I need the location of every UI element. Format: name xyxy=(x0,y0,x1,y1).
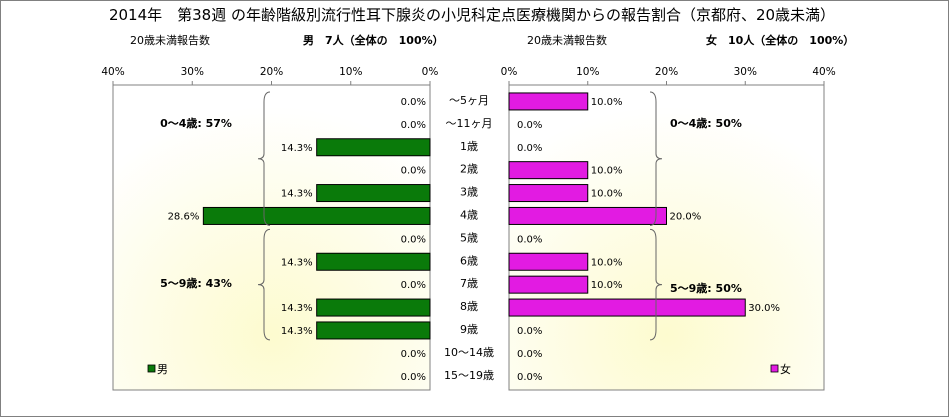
male-age-group-bracket xyxy=(257,228,271,341)
male-data-label: 14.3% xyxy=(281,257,313,268)
female-data-label: 10.0% xyxy=(591,97,623,108)
male-legend-swatch xyxy=(147,364,156,373)
female-data-label: 10.0% xyxy=(591,280,623,291)
male-x-tick-label: 40% xyxy=(101,66,124,78)
male-data-label: 14.3% xyxy=(281,189,313,200)
age-category-label: 2歳 xyxy=(460,163,478,176)
male-data-label: 0.0% xyxy=(401,349,426,360)
male-age-group-label: 5～9歳: 43% xyxy=(160,276,232,290)
chart-title: 2014年 第38週 の年齢階級別流行性耳下腺炎の小児科定点医療機関からの報告割… xyxy=(109,6,835,24)
female-bar xyxy=(508,184,589,203)
age-category-label: 15～19歳 xyxy=(444,369,494,382)
male-bar xyxy=(316,298,431,317)
male-age-group-bracket xyxy=(257,91,271,226)
female-x-tick-label: 40% xyxy=(812,66,835,78)
female-data-label: 10.0% xyxy=(591,189,623,200)
male-bar xyxy=(316,184,431,203)
female-age-group-label: 0～4歳: 50% xyxy=(670,116,742,130)
male-data-label: 0.0% xyxy=(401,372,426,383)
age-category-label: ～5ヶ月 xyxy=(449,94,489,107)
male-bar xyxy=(202,206,431,225)
male-x-tick-label: 30% xyxy=(181,66,204,78)
female-data-label: 0.0% xyxy=(517,234,542,245)
female-data-label: 10.0% xyxy=(591,166,623,177)
female-data-label: 10.0% xyxy=(591,257,623,268)
female-age-group-bracket xyxy=(649,228,663,341)
male-x-tick-label: 0% xyxy=(422,66,439,78)
age-category-label: ～11ヶ月 xyxy=(446,117,493,130)
female-header-count-label: 20歳未満報告数 xyxy=(527,34,607,47)
male-data-label: 0.0% xyxy=(401,120,426,131)
male-data-label: 28.6% xyxy=(168,212,200,223)
male-data-label: 14.3% xyxy=(281,326,313,337)
female-bar xyxy=(508,92,589,111)
female-data-label: 0.0% xyxy=(517,143,542,154)
age-category-label: 7歳 xyxy=(460,277,478,290)
male-data-label: 0.0% xyxy=(401,97,426,108)
male-data-label: 14.3% xyxy=(281,143,313,154)
female-data-label: 30.0% xyxy=(748,303,780,314)
male-age-group-label: 0～4歳: 57% xyxy=(160,116,232,130)
male-header-count-label: 20歳未満報告数 xyxy=(130,34,210,47)
male-bar xyxy=(316,252,431,271)
female-data-label: 20.0% xyxy=(670,212,702,223)
female-plot-area xyxy=(508,84,825,391)
age-category-label: 5歳 xyxy=(460,231,478,244)
age-category-label: 3歳 xyxy=(460,186,478,199)
female-legend-label: 女 xyxy=(780,362,791,376)
age-category-label: 10～14歳 xyxy=(444,346,494,359)
female-header-total: 女 10人（全体の 100%） xyxy=(706,33,854,47)
female-x-tick-label: 20% xyxy=(655,66,678,78)
female-bar xyxy=(508,206,667,225)
age-category-label: 8歳 xyxy=(460,300,478,313)
male-data-label: 0.0% xyxy=(401,166,426,177)
male-plot-area xyxy=(112,84,431,391)
male-x-tick-label: 10% xyxy=(339,66,362,78)
female-data-label: 0.0% xyxy=(517,349,542,360)
male-x-tick-label: 20% xyxy=(260,66,283,78)
female-x-tick-label: 30% xyxy=(734,66,757,78)
female-x-tick-label: 10% xyxy=(576,66,599,78)
male-data-label: 14.3% xyxy=(281,303,313,314)
female-data-label: 0.0% xyxy=(517,372,542,383)
male-bar xyxy=(316,138,431,157)
female-data-label: 0.0% xyxy=(517,326,542,337)
female-age-group-bracket xyxy=(649,91,663,226)
female-bar xyxy=(508,298,746,317)
male-data-label: 0.0% xyxy=(401,234,426,245)
female-data-label: 0.0% xyxy=(517,120,542,131)
female-bar xyxy=(508,275,589,294)
female-age-group-label: 5～9歳: 50% xyxy=(670,281,742,295)
male-bar xyxy=(316,321,431,340)
male-header-total: 男 7人（全体の 100%） xyxy=(303,33,444,47)
male-data-label: 0.0% xyxy=(401,280,426,291)
female-legend-swatch xyxy=(770,364,779,373)
female-bar xyxy=(508,161,589,180)
age-category-label: 9歳 xyxy=(460,323,478,336)
age-category-label: 1歳 xyxy=(460,140,478,153)
female-x-tick-label: 0% xyxy=(501,66,518,78)
male-legend-label: 男 xyxy=(157,363,168,376)
female-bar xyxy=(508,252,589,271)
age-category-label: 4歳 xyxy=(460,209,478,222)
age-category-label: 6歳 xyxy=(460,254,478,267)
